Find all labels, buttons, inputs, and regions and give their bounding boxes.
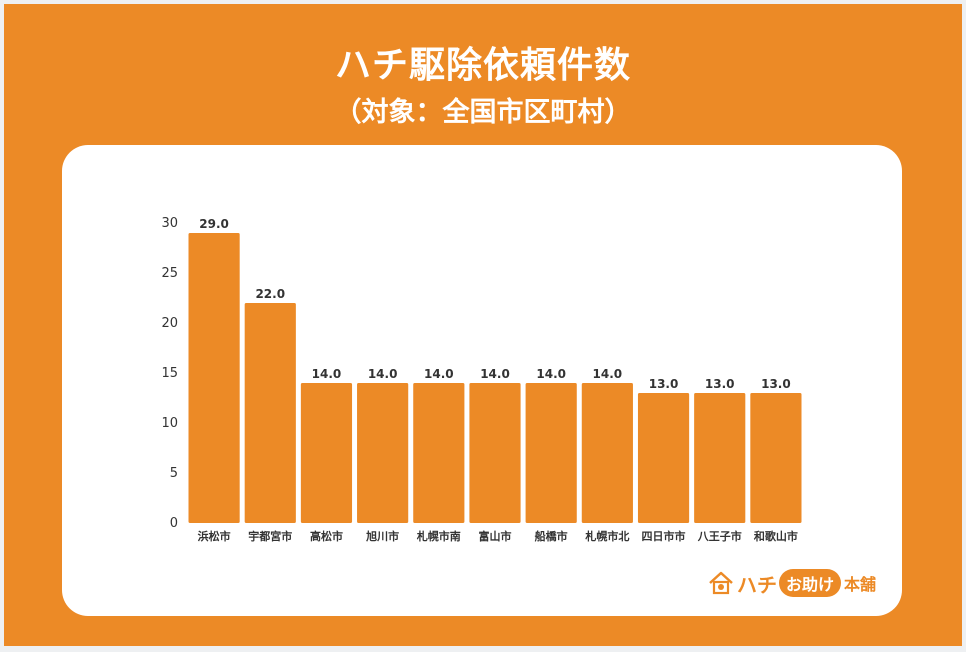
logo-text-pill: お助け [779,569,842,597]
y-tick-label: 20 [161,316,178,331]
x-tick-label: 宇都宮市 [248,529,292,543]
bar [188,233,240,523]
x-tick-label: 富山市 [479,529,512,543]
x-tick-label: 四日市市 [642,529,686,543]
data-label: 14.0 [480,367,510,381]
data-label: 13.0 [705,377,735,391]
bar [581,383,633,523]
data-label: 14.0 [593,367,623,381]
logo-text-main: ハチ [737,572,777,597]
y-tick-label: 5 [170,466,178,481]
y-tick-label: 15 [161,366,178,381]
data-label: 13.0 [649,377,679,391]
bar [750,393,802,523]
bar [300,383,353,523]
bar [525,383,577,523]
x-tick-label: 札幌市南 [416,529,461,543]
data-label: 13.0 [761,377,791,391]
bar [469,383,521,523]
x-tick-label: 札幌市北 [584,529,629,543]
x-tick-label: 高松市 [310,529,343,543]
data-label: 14.0 [536,367,566,381]
x-tick-label: 浜松市 [198,529,231,543]
bar [357,383,409,523]
chart-subtitle: （対象：全国市区町村） [334,97,632,128]
house-icon [709,571,733,595]
y-tick-label: 10 [161,416,178,431]
x-tick-label: 八王子市 [697,529,742,543]
data-label: 14.0 [312,367,342,381]
y-tick-label: 25 [161,266,178,281]
data-label: 29.0 [199,217,229,231]
data-label: 22.0 [255,287,285,301]
chart-title: ハチ駆除依頼件数 [334,45,631,86]
bar [413,383,465,523]
x-tick-label: 和歌山市 [754,529,798,543]
x-tick-label: 旭川市 [365,529,399,543]
bar [244,303,296,523]
logo-text-tail: 本舗 [844,575,877,594]
bar [637,393,690,523]
bar [694,393,746,523]
y-tick-label: 0 [170,516,178,531]
brand-logo: ハチ お助け 本舗 [707,566,876,600]
data-label: 14.0 [368,367,398,381]
y-tick-label: 30 [161,216,178,231]
data-label: 14.0 [424,367,454,381]
x-tick-label: 船橋市 [535,529,568,543]
